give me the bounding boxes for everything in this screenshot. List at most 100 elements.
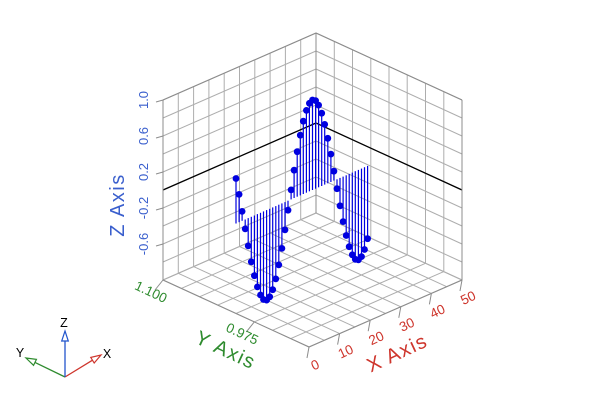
y-tick-label: 1.100: [132, 278, 169, 306]
triad-y-label: Y: [16, 346, 25, 360]
data-point-marker: [287, 186, 295, 194]
left-wall-gridline-z: [162, 140, 317, 209]
data-point-marker: [364, 235, 371, 243]
triad-z-label: Z: [60, 316, 68, 330]
z-tick: [155, 207, 164, 211]
right-wall-gridline-z: [315, 158, 463, 227]
top-right-edge: [315, 32, 463, 101]
data-point-marker: [321, 121, 329, 128]
z-tick-label: 0.6: [136, 127, 151, 145]
z-tick-label: 1.0: [136, 91, 151, 109]
floor-gridline-y: [253, 254, 408, 323]
floor-gridline-y: [217, 237, 372, 306]
data-point-marker: [238, 208, 246, 215]
top-left-edge: [162, 32, 317, 101]
data-point-marker: [303, 107, 310, 114]
x-tick: [398, 306, 402, 318]
x-tick: [367, 320, 371, 332]
data-point-marker: [324, 134, 332, 142]
left-wall-gridline-z: [162, 194, 317, 263]
floor-gridline-y: [235, 246, 390, 314]
right-wall-gridline-z: [315, 104, 463, 173]
y-tick: [154, 279, 164, 291]
z-tick: [155, 243, 164, 247]
right-wall-gridline-z: [315, 50, 463, 119]
data-point-marker: [284, 206, 292, 214]
right-wall-gridline-z: [315, 212, 463, 281]
left-wall-gridline-z: [162, 50, 317, 119]
data-point-marker: [251, 272, 258, 280]
zero-line-left-wall: [162, 122, 317, 191]
x-tick-label: 0: [309, 357, 322, 374]
z-tick: [155, 171, 164, 175]
x-tick: [428, 293, 432, 305]
data-point-marker: [315, 101, 322, 109]
axis-ticks: [154, 99, 463, 359]
x-tick-label: 10: [336, 342, 356, 362]
orientation-triad: [24, 329, 103, 378]
x-tick: [337, 333, 341, 345]
data-point-marker: [342, 232, 350, 239]
markers: [232, 96, 371, 304]
triad-y-arrow-head: [24, 357, 38, 367]
data-point-marker: [235, 191, 243, 198]
data-point-marker: [241, 225, 249, 233]
data-point-marker: [272, 275, 280, 283]
right-wall-gridline-z: [315, 86, 463, 155]
left-wall-gridline-z: [162, 212, 317, 281]
data-point-marker: [254, 283, 261, 291]
x-tick-label: 40: [428, 301, 448, 321]
data-point-marker: [266, 293, 274, 301]
z-tick: [155, 99, 164, 103]
triad-x-label: X: [103, 347, 112, 361]
left-wall-gridline-z: [162, 104, 317, 173]
right-wall-gridline-z: [315, 140, 463, 209]
data-point-marker: [339, 218, 347, 226]
data-point-marker: [290, 166, 298, 174]
data-point-marker: [333, 185, 341, 193]
x-tick-label: 50: [458, 288, 478, 308]
data-point-marker: [318, 109, 326, 117]
zero-line-right-wall: [315, 122, 463, 191]
data-point-marker: [358, 253, 365, 260]
x-axis-line: [308, 279, 463, 348]
data-point-marker: [336, 202, 344, 210]
left-wall-gridline-z: [162, 68, 317, 137]
data-point-marker: [281, 226, 289, 234]
x-tick: [306, 346, 310, 359]
triad-x-arrow: [64, 359, 93, 378]
z-tick-label: -0.6: [136, 233, 151, 255]
x-tick-label: 30: [397, 315, 417, 335]
data-point-marker: [275, 261, 283, 269]
data-point-marker: [232, 175, 240, 182]
y-tick: [245, 321, 255, 333]
data-point-marker: [330, 167, 338, 175]
data-point-marker: [296, 131, 304, 139]
floor-gridline-y: [290, 271, 445, 340]
data-point-marker: [278, 245, 286, 252]
data-point-marker: [269, 286, 277, 294]
data-point-marker: [293, 148, 301, 156]
floor-gridline-y: [272, 262, 426, 331]
data-point-marker: [244, 242, 252, 250]
left-wall-gridline-z: [162, 86, 317, 155]
data-point-marker: [247, 258, 255, 266]
floor-grid: [162, 212, 463, 348]
triad-x-arrow-head: [89, 354, 103, 365]
z-tick: [155, 135, 164, 139]
z-tick-label: 0.2: [136, 163, 151, 181]
y-axis-line: [162, 279, 310, 348]
z-axis-title: Z Axis: [107, 173, 129, 236]
stems: [235, 100, 369, 301]
data-point-marker: [299, 117, 307, 125]
zero-plane-line: [162, 122, 463, 191]
data-point-marker: [327, 150, 335, 158]
triad-z-arrow-head: [60, 329, 70, 342]
x-tick: [459, 279, 463, 292]
data-point-marker: [345, 243, 353, 251]
data-point-marker: [361, 246, 368, 253]
x-tick-label: 20: [366, 328, 386, 348]
